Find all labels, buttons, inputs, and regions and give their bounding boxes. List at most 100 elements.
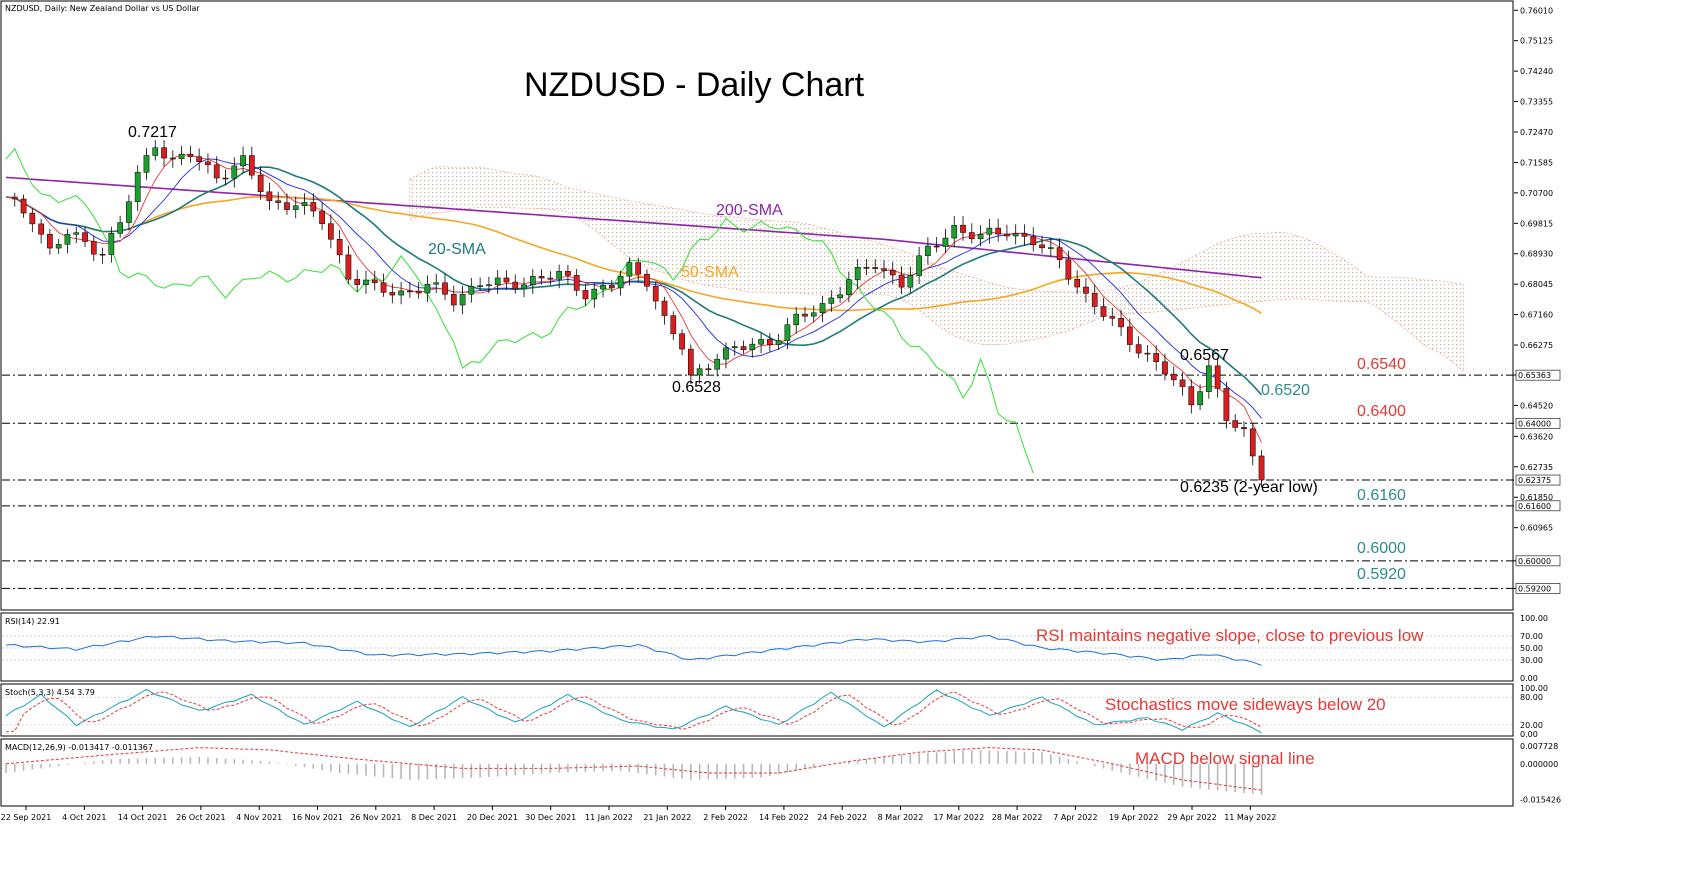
bear-candle	[573, 275, 580, 291]
bull-candle	[301, 202, 308, 206]
bear-candle	[1100, 306, 1107, 317]
bull-candle	[1197, 391, 1203, 406]
time-tick-label: 8 Dec 2021	[411, 813, 457, 822]
time-tick-label: 4 Nov 2021	[236, 813, 282, 822]
bear-candle	[29, 212, 36, 225]
swing-high-annotation: 0.6567	[1180, 347, 1229, 364]
level-axis-box	[1515, 369, 1561, 381]
bear-candle	[319, 210, 325, 224]
bear-candle	[336, 238, 343, 256]
bear-candle	[687, 348, 694, 376]
stoch-tick-label: 0.00	[1520, 730, 1538, 739]
bear-candle	[371, 279, 378, 284]
stoch-main-line	[5, 688, 1262, 734]
rsi-tick-label: 30.00	[1520, 656, 1543, 665]
time-tick-label: 11 Jan 2022	[585, 813, 633, 822]
bull-candle	[108, 233, 115, 255]
bear-candle	[450, 294, 457, 306]
bear-candle	[1214, 365, 1221, 389]
bear-candle	[1179, 379, 1186, 387]
price-tick-label: 0.75125	[1520, 37, 1553, 46]
bull-candle	[73, 232, 80, 235]
bull-candle	[758, 339, 764, 345]
time-tick-label: 16 Nov 2021	[292, 813, 343, 822]
rsi-panel	[0, 612, 1514, 682]
bear-candle	[415, 290, 422, 294]
bull-candle	[600, 285, 606, 290]
sma50-line	[5, 196, 1262, 314]
bear-candle	[389, 292, 396, 296]
stoch-tick-label: 20.00	[1520, 721, 1543, 730]
bear-candle	[608, 285, 615, 289]
rsi-tick-label: 100.00	[1520, 614, 1548, 623]
bear-candle	[1153, 353, 1160, 363]
cloud-area	[409, 166, 1464, 373]
time-tick-label: 30 Dec 2021	[525, 813, 576, 822]
bull-candle	[846, 279, 852, 296]
bear-candle	[222, 177, 229, 180]
bear-candle	[670, 315, 677, 334]
time-tick-label: 4 Oct 2021	[62, 813, 106, 822]
sma20-line	[5, 166, 1263, 396]
price-tick-label: 0.70700	[1520, 189, 1553, 198]
bear-candle	[169, 157, 176, 160]
time-tick-label: 28 Mar 2022	[992, 813, 1043, 822]
kijun-line	[5, 158, 1262, 419]
chart-title: NZDUSD - Daily Chart	[524, 66, 865, 104]
stoch-tick-label: 80.00	[1520, 693, 1543, 702]
time-tick-label: 2 Feb 2022	[703, 813, 748, 822]
time-axis: 22 Sep 2021 4 Oct 2021 14 Oct 2021 26 Oct 2…	[1, 806, 1276, 822]
bull-candle	[837, 294, 843, 299]
macd-tick-label: 0.007728	[1520, 742, 1558, 751]
bear-candle	[968, 232, 975, 240]
bull-candle	[723, 347, 729, 360]
bear-candle	[1135, 344, 1142, 354]
bear-candle	[1074, 279, 1081, 288]
bear-candle	[644, 273, 650, 287]
bull-candle	[64, 234, 71, 245]
time-tick-label: 22 Sep 2021	[1, 813, 52, 822]
bear-candle	[889, 270, 896, 276]
time-tick-label: 8 Mar 2022	[878, 813, 924, 822]
bear-candle	[266, 191, 273, 202]
bull-candle	[529, 276, 536, 286]
bear-candle	[802, 313, 808, 317]
bear-candle	[538, 276, 545, 279]
rsi-tick-label: 50.00	[1520, 644, 1543, 653]
bull-candle	[977, 234, 984, 240]
bear-candle	[1223, 388, 1230, 421]
time-tick-label: 26 Nov 2021	[350, 813, 401, 822]
macd-annotation: MACD below signal line	[1135, 749, 1315, 768]
bull-candle	[810, 312, 817, 317]
bull-candle	[231, 165, 238, 179]
macd-tick-label: -0.015426	[1520, 795, 1561, 804]
bear-candle	[1126, 326, 1133, 345]
bear-candle	[582, 290, 589, 300]
bull-candle	[925, 245, 931, 257]
bull-candle	[459, 294, 466, 306]
bear-candle	[442, 282, 448, 295]
time-tick-label: 20 Dec 2021	[467, 813, 518, 822]
price-tick-label: 0.71585	[1520, 158, 1553, 167]
time-tick-label: 14 Oct 2021	[118, 813, 167, 822]
bear-candle	[881, 268, 887, 271]
bear-candle	[740, 346, 747, 350]
bear-candle	[99, 253, 106, 256]
bear-candle	[47, 233, 53, 249]
bear-candle	[995, 227, 1001, 235]
price-tick-label: 0.68930	[1520, 250, 1553, 259]
level-axis-box	[1515, 417, 1561, 429]
macd-tick-label: 0.000000	[1520, 760, 1558, 769]
bear-candle	[1021, 233, 1028, 237]
time-tick-label: 17 Mar 2022	[933, 813, 984, 822]
main-panel	[0, 0, 1514, 611]
bear-candle	[161, 147, 167, 159]
bull-candle	[477, 285, 483, 287]
tenkan-line	[5, 154, 1262, 443]
bear-candle	[284, 202, 290, 210]
stoch-tick-label: 100.00	[1520, 684, 1548, 693]
level-axis-label: 0.64000	[1518, 419, 1551, 428]
bull-candle	[986, 227, 993, 235]
time-tick-label: 14 Feb 2022	[759, 813, 809, 822]
bull-candle	[793, 313, 800, 325]
